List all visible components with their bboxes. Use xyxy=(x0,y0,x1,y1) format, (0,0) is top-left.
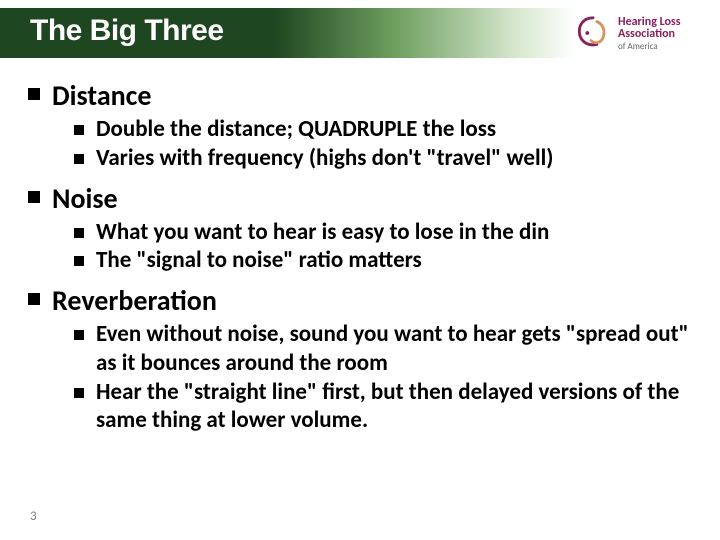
bullet-marker-icon xyxy=(74,330,84,340)
item-text: Even without noise, sound you want to he… xyxy=(96,320,698,378)
logo-text: Hearing Loss Association of America xyxy=(618,16,681,51)
bullet-marker-icon xyxy=(28,191,40,203)
bullet-marker-icon xyxy=(74,154,84,164)
list-item: Varies with frequency (highs don't "trav… xyxy=(74,144,698,173)
bullet-marker-icon xyxy=(28,88,40,100)
logo-line2: Association xyxy=(618,28,681,40)
item-text: Hear the "straight line" first, but then… xyxy=(96,378,698,436)
list-item: Even without noise, sound you want to he… xyxy=(74,320,698,378)
list-item: Hear the "straight line" first, but then… xyxy=(74,378,698,436)
item-text: What you want to hear is easy to lose in… xyxy=(96,218,549,247)
section-heading: Noise xyxy=(28,181,698,216)
bullet-marker-icon xyxy=(74,125,84,135)
list-item: Double the distance; QUADRUPLE the loss xyxy=(74,115,698,144)
item-text: Varies with frequency (highs don't "trav… xyxy=(96,144,553,173)
item-text: Double the distance; QUADRUPLE the loss xyxy=(96,115,496,144)
slide-title: The Big Three xyxy=(30,14,224,48)
heading-text: Distance xyxy=(52,78,151,113)
list-item: What you want to hear is easy to lose in… xyxy=(74,218,698,247)
bullet-marker-icon xyxy=(74,228,84,238)
sub-list: Even without noise, sound you want to he… xyxy=(74,320,698,435)
bullet-marker-icon xyxy=(74,388,84,398)
logo: Hearing Loss Association of America xyxy=(574,8,704,58)
item-text: The "signal to noise" ratio matters xyxy=(96,246,422,275)
bullet-marker-icon xyxy=(74,256,84,266)
heading-text: Reverberation xyxy=(52,283,217,318)
logo-swirl-icon xyxy=(574,14,612,52)
section-heading: Reverberation xyxy=(28,283,698,318)
bullet-marker-icon xyxy=(28,293,40,305)
list-item: The "signal to noise" ratio matters xyxy=(74,246,698,275)
heading-text: Noise xyxy=(52,181,118,216)
logo-line1: Hearing Loss xyxy=(618,16,681,28)
section-heading: Distance xyxy=(28,78,698,113)
sub-list: What you want to hear is easy to lose in… xyxy=(74,218,698,276)
logo-line3: of America xyxy=(618,42,681,51)
page-number: 3 xyxy=(30,509,37,524)
sub-list: Double the distance; QUADRUPLE the loss … xyxy=(74,115,698,173)
content-area: Distance Double the distance; QUADRUPLE … xyxy=(28,78,698,443)
